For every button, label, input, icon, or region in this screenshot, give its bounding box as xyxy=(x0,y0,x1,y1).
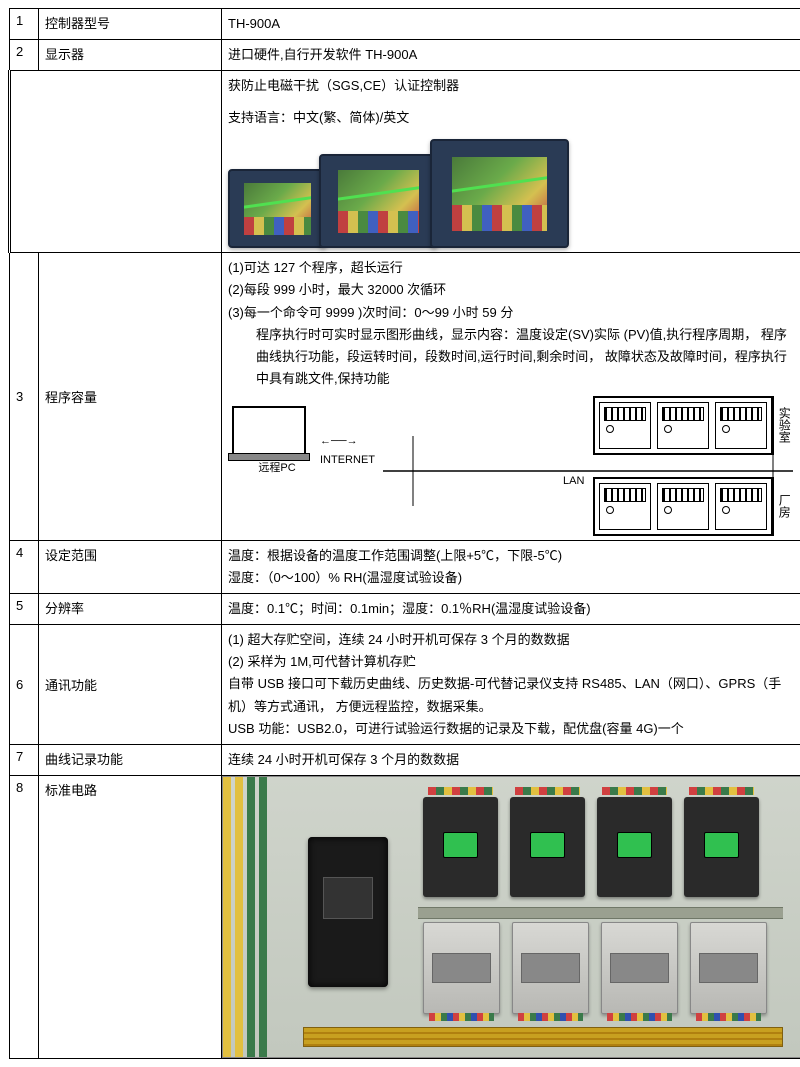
row-number: 2 xyxy=(10,40,39,71)
row-program-capacity: 3 程序容量 (1)可达 127 个程序，超长运行 (2)每段 999 小时，最… xyxy=(10,253,800,541)
row-label: 控制器型号 xyxy=(39,9,222,40)
cap-line4: 程序执行时可实时显示图形曲线，显示内容：温度设定(SV)实际 (PV)值,执行程… xyxy=(228,324,798,390)
main-breaker xyxy=(308,837,388,987)
lang-text: 支持语言：中文(繁、简体)/英文 xyxy=(228,107,798,129)
row-number: 7 xyxy=(10,744,39,775)
breaker-row xyxy=(423,797,759,897)
factory-chambers: 厂房 xyxy=(593,477,794,536)
internet-label: ←──→INTERNET xyxy=(320,432,375,469)
hmi-photo xyxy=(228,139,798,248)
row-value: 温度：0.1℃；时间：0.1min；湿度：0.1％RH(温湿度试验设备) xyxy=(222,594,800,625)
cap-line1: (1)可达 127 个程序，超长运行 xyxy=(228,257,798,279)
cap-line3: (3)每一个命令可 9999 )次时间：0～99 小时 59 分 xyxy=(228,302,798,324)
row-number: 1 xyxy=(10,9,39,40)
row-number: 3 xyxy=(10,253,39,541)
row-display: 2 显示器 进口硬件,自行开发软件 TH-900A xyxy=(10,40,800,71)
svg-text:LAN: LAN xyxy=(563,475,584,487)
remote-pc-icon: 远程PC xyxy=(232,406,322,478)
electrical-panel-photo xyxy=(222,776,800,1058)
row-label: 标准电路 xyxy=(39,775,222,1058)
row-value: TH-900A xyxy=(222,9,800,40)
row-value: (1) 超大存贮空间，连续 24 小时开机可保存 3 个月的数数据 (2) 采样… xyxy=(222,625,800,744)
wire-bundle xyxy=(223,777,293,1057)
row-communication: 6 通讯功能 (1) 超大存贮空间，连续 24 小时开机可保存 3 个月的数数据… xyxy=(10,625,800,744)
cert-text: 获防止电磁干扰（SGS,CE）认证控制器 xyxy=(228,75,798,97)
row-number: 8 xyxy=(10,775,39,1058)
row-value: (1)可达 127 个程序，超长运行 (2)每段 999 小时，最大 32000… xyxy=(222,253,800,541)
row-label: 设定范围 xyxy=(39,540,222,593)
lab-chambers: 实验室 xyxy=(593,396,794,455)
network-diagram: 远程PC ←──→INTERNET LAN xyxy=(228,396,798,536)
row-value: 进口硬件,自行开发软件 TH-900A xyxy=(222,40,800,71)
row-controller-model: 1 控制器型号 TH-900A xyxy=(10,9,800,40)
wire-duct xyxy=(418,907,783,919)
row-number: 4 xyxy=(10,540,39,593)
row-label: 分辨率 xyxy=(39,594,222,625)
row-value: 获防止电磁干扰（SGS,CE）认证控制器 支持语言：中文(繁、简体)/英文 xyxy=(222,71,800,253)
row-label: 显示器 xyxy=(39,40,222,71)
row-label: 曲线记录功能 xyxy=(39,744,222,775)
row-number: 6 xyxy=(10,625,39,744)
cap-line2: (2)每段 999 小时，最大 32000 次循环 xyxy=(228,279,798,301)
row-number: 5 xyxy=(10,594,39,625)
row-value: 连续 24 小时开机可保存 3 个月的数数据 xyxy=(222,744,800,775)
row-label: 通讯功能 xyxy=(39,625,222,744)
row-curve-record: 7 曲线记录功能 连续 24 小时开机可保存 3 个月的数数据 xyxy=(10,744,800,775)
row-display-detail: 获防止电磁干扰（SGS,CE）认证控制器 支持语言：中文(繁、简体)/英文 xyxy=(10,71,800,253)
row-value: 温度：根据设备的温度工作范围调整(上限+5℃，下限-5℃) 湿度：（0～100）… xyxy=(222,540,800,593)
row-label: 程序容量 xyxy=(39,253,222,541)
busbar xyxy=(303,1027,783,1047)
row-setting-range: 4 设定范围 温度：根据设备的温度工作范围调整(上限+5℃，下限-5℃) 湿度：… xyxy=(10,540,800,593)
row-value xyxy=(222,775,800,1058)
row-resolution: 5 分辨率 温度：0.1℃；时间：0.1min；湿度：0.1％RH(温湿度试验设… xyxy=(10,594,800,625)
spec-table: 1 控制器型号 TH-900A 2 显示器 进口硬件,自行开发软件 TH-900… xyxy=(8,8,800,1059)
row-standard-circuit: 8 标准电路 xyxy=(10,775,800,1058)
